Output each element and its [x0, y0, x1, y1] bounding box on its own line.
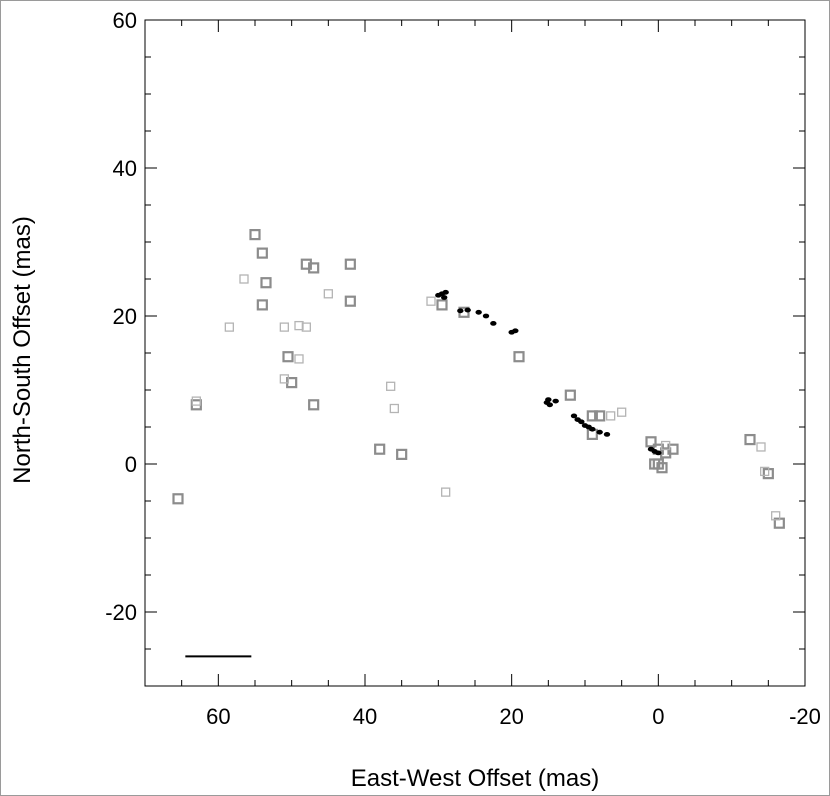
data-point-square — [594, 410, 606, 422]
y-tick-label: 20 — [113, 304, 137, 329]
data-point-dot — [546, 402, 553, 408]
data-point-square — [617, 407, 627, 417]
data-point-square — [656, 462, 668, 474]
data-point-square — [249, 229, 261, 241]
data-point-square — [172, 493, 184, 505]
data-point-dot — [655, 450, 662, 456]
y-tick-label: 60 — [113, 8, 137, 33]
x-tick-label: 20 — [499, 704, 523, 729]
data-point-square — [260, 277, 272, 289]
data-point-square — [282, 351, 294, 363]
data-point-square — [744, 433, 756, 446]
data-point-square — [301, 322, 311, 332]
data-point-dot — [552, 398, 559, 404]
data-point-square — [294, 320, 304, 331]
data-point-square — [586, 410, 598, 422]
y-tick-label: 40 — [113, 156, 137, 181]
data-point-square — [256, 299, 268, 311]
data-point-square — [308, 262, 320, 274]
axis-ticks — [144, 19, 806, 687]
data-point-square — [374, 443, 386, 455]
data-point-dot — [578, 419, 585, 425]
data-point-square — [344, 258, 356, 270]
data-point-square — [389, 403, 399, 414]
data-point-dot — [475, 309, 482, 315]
data-point-square — [344, 295, 356, 307]
x-tick-label: 40 — [353, 704, 377, 729]
x-tick-label: 0 — [652, 704, 664, 729]
data-point-square — [756, 442, 766, 452]
plot-area-border — [144, 19, 806, 687]
data-point-dot — [589, 426, 596, 432]
data-point-square — [386, 381, 396, 391]
x-tick-label: -20 — [789, 704, 821, 729]
data-point-dot — [464, 307, 471, 313]
data-point-square — [224, 322, 234, 332]
data-point-square — [279, 322, 289, 332]
data-point-square — [279, 374, 289, 384]
data-point-square — [239, 274, 249, 284]
y-axis-title: North-South Offset (mas) — [9, 216, 36, 484]
data-point-square — [436, 299, 448, 311]
data-point-dot — [490, 321, 497, 326]
data-point-square — [760, 466, 770, 477]
data-point-square — [645, 436, 657, 448]
y-tick-label: 0 — [125, 452, 137, 477]
data-point-square — [256, 247, 268, 259]
data-point-square — [191, 396, 201, 406]
data-point-square — [308, 399, 320, 411]
data-point-square — [661, 440, 671, 451]
data-point-dot — [435, 292, 442, 298]
data-point-square — [441, 487, 451, 497]
data-point-square — [564, 389, 576, 401]
data-point-square — [426, 296, 436, 306]
data-point-dot — [442, 289, 449, 295]
x-axis-title: East-West Offset (mas) — [351, 765, 600, 792]
data-marks — [172, 229, 785, 529]
data-point-dot — [512, 328, 519, 334]
data-point-square — [294, 354, 304, 364]
data-point-square — [771, 511, 781, 521]
data-point-dot — [570, 413, 578, 419]
axis-tick-labels: 60 40 20 0 -20 60 40 20 0 -20 — [105, 8, 821, 729]
data-point-dot — [441, 295, 448, 300]
y-tick-label: -20 — [105, 600, 137, 625]
data-point-dot — [596, 429, 603, 435]
data-point-dot — [603, 432, 611, 437]
data-point-square — [323, 289, 333, 299]
data-point-dot — [457, 308, 464, 314]
data-point-square — [396, 448, 408, 460]
data-point-dot — [482, 313, 490, 319]
data-point-square — [513, 351, 525, 363]
data-point-square — [606, 411, 616, 421]
x-tick-label: 60 — [206, 704, 230, 729]
